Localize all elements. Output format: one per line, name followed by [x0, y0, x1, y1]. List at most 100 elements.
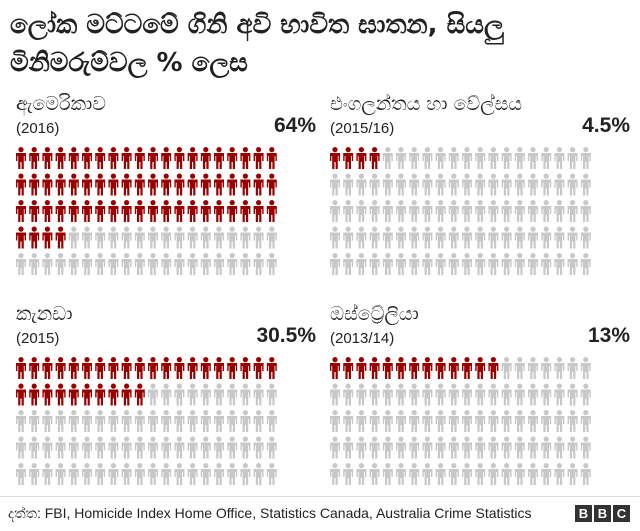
person-icon [200, 410, 211, 432]
person-icon-highlighted [55, 226, 66, 249]
person-icon-highlighted [16, 226, 26, 249]
person-icon [422, 383, 433, 406]
person-icon [82, 410, 92, 432]
chart-title: ලෝක මට්ටමේ ගිනි අවි භාවිත ඝාතන, සියලු මි… [10, 10, 504, 78]
person-icon [580, 436, 591, 459]
person-icon [200, 436, 211, 459]
person-icon [330, 173, 340, 196]
person-icon-highlighted [82, 357, 92, 379]
person-icon [462, 173, 472, 196]
person-icon [501, 200, 512, 222]
person-icon [369, 173, 380, 196]
person-icon [108, 436, 119, 459]
pictogram-australia [330, 357, 591, 485]
person-icon-highlighted [134, 147, 145, 169]
person-icon [382, 410, 393, 432]
year-label: (2013/14) [330, 330, 395, 347]
person-icon-highlighted [448, 357, 459, 379]
person-icon [488, 253, 499, 275]
pictogram-usa [16, 147, 277, 275]
person-icon-highlighted [29, 147, 40, 169]
person-icon [369, 200, 380, 222]
person-icon [266, 410, 277, 432]
person-icon [488, 226, 499, 249]
person-icon-highlighted [227, 173, 238, 196]
person-icon [567, 383, 578, 406]
person-icon-highlighted [68, 200, 79, 222]
person-icon [554, 410, 565, 432]
person-icon-highlighted [200, 357, 211, 379]
person-icon [134, 463, 145, 485]
percent-label: 30.5% [256, 324, 316, 347]
person-icon-highlighted [488, 357, 499, 379]
person-icon [330, 253, 340, 275]
person-icon-highlighted [253, 147, 264, 169]
person-icon [488, 200, 499, 222]
person-icon [580, 147, 591, 169]
person-icon [541, 173, 552, 196]
person-icon [161, 253, 172, 275]
person-icon-highlighted [95, 200, 106, 222]
person-icon [396, 226, 406, 249]
person-icon-highlighted [16, 200, 26, 222]
person-icon [148, 226, 158, 249]
person-icon [528, 410, 538, 432]
person-icon [121, 410, 132, 432]
person-icon-highlighted [174, 357, 185, 379]
person-icon [475, 173, 486, 196]
person-icon-highlighted [42, 200, 53, 222]
person-icon-highlighted [200, 200, 211, 222]
person-icon [187, 226, 198, 249]
person-icon [29, 463, 40, 485]
person-icon [567, 253, 578, 275]
person-icon [409, 383, 420, 406]
person-icon [528, 253, 538, 275]
person-icon-highlighted [187, 357, 198, 379]
person-icon [488, 173, 499, 196]
person-icon [488, 410, 499, 432]
person-icon-highlighted [148, 357, 158, 379]
person-icon [435, 410, 446, 432]
person-icon-highlighted [121, 357, 132, 379]
person-icon-highlighted [148, 147, 158, 169]
person-icon [475, 200, 486, 222]
person-icon [214, 463, 224, 485]
person-icon [488, 463, 499, 485]
person-icon [330, 200, 340, 222]
person-icon [68, 463, 79, 485]
person-icon [396, 173, 406, 196]
person-icon [396, 463, 406, 485]
person-icon [187, 463, 198, 485]
person-icon [580, 463, 591, 485]
percent-label: 13% [587, 324, 630, 347]
person-icon [253, 436, 264, 459]
person-icon-highlighted [253, 173, 264, 196]
person-icon-highlighted [174, 147, 185, 169]
person-icon-highlighted [29, 357, 40, 379]
person-icon-highlighted [475, 357, 486, 379]
person-icon-highlighted [82, 200, 92, 222]
person-icon [55, 410, 66, 432]
person-icon [148, 463, 158, 485]
person-icon [528, 357, 538, 379]
person-icon [187, 253, 198, 275]
person-icon [514, 226, 525, 249]
person-icon-highlighted [148, 200, 158, 222]
person-icon [554, 357, 565, 379]
person-icon [541, 147, 552, 169]
person-icon [266, 463, 277, 485]
person-icon [382, 383, 393, 406]
person-icon-highlighted [161, 147, 172, 169]
source-note: දත්ත: FBI, Homicide Index Home Office, S… [8, 505, 532, 521]
person-icon-highlighted [174, 200, 185, 222]
logo-letter: C [613, 505, 630, 522]
year-label: (2015) [16, 330, 60, 347]
person-icon [475, 383, 486, 406]
person-icon-highlighted [42, 147, 53, 169]
person-icon [580, 410, 591, 432]
person-icon [161, 436, 172, 459]
person-icon-highlighted [240, 200, 251, 222]
person-icon [121, 436, 132, 459]
person-icon [409, 436, 420, 459]
panel-england-wales: එංගලන්තය හා වේල්සය (2015/16) 4.5% [330, 92, 630, 292]
